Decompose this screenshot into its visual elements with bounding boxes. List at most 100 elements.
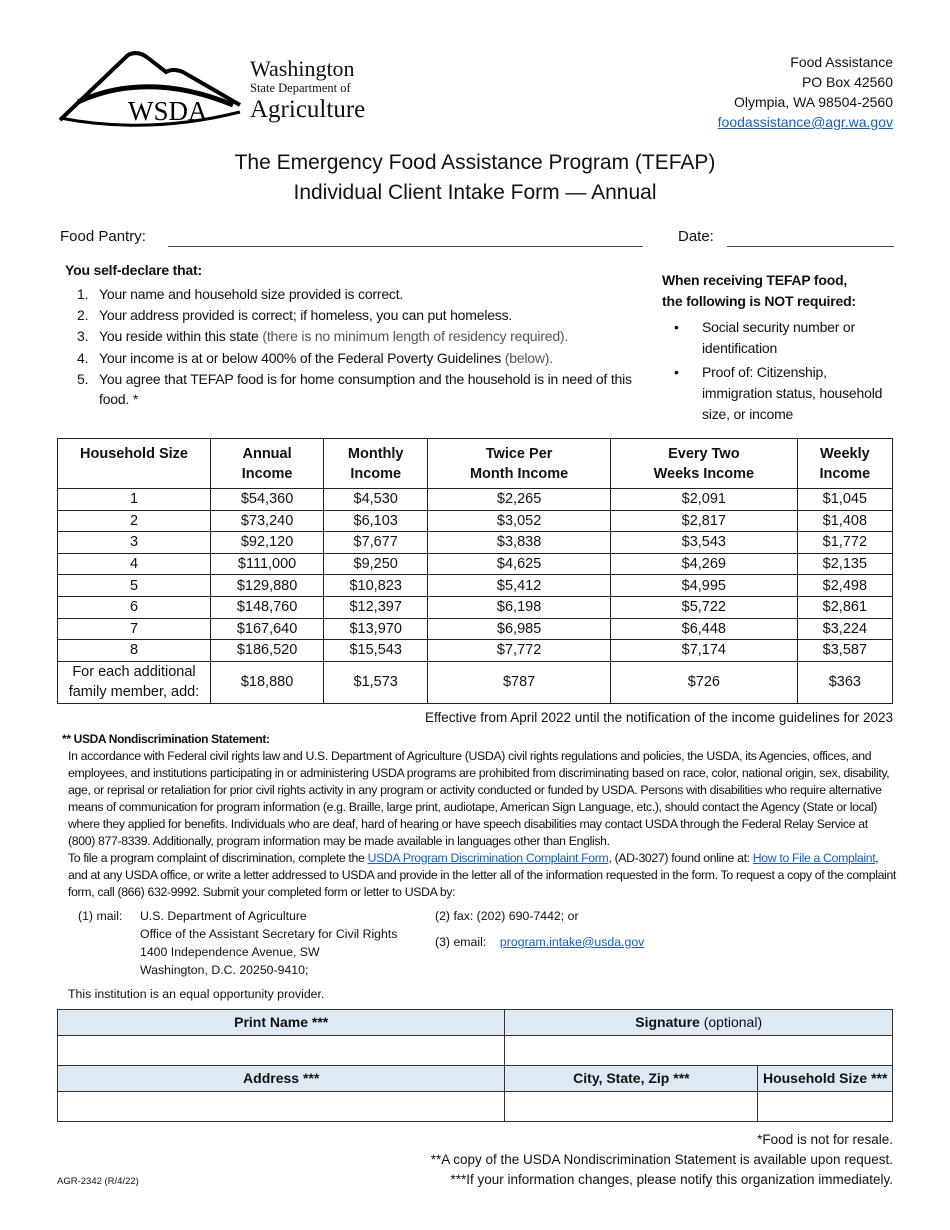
mail-line: Office of the Assistant Secretary for Ci…	[140, 926, 398, 941]
list-item: 5. You agree that TEFAP food is for home …	[77, 369, 645, 409]
print-name-field[interactable]	[56, 1034, 506, 1066]
item-text: You reside within this state	[99, 328, 259, 344]
table-row: 2 $73,240 $6,103 $3,052 $2,817 $1,408	[57, 509, 894, 533]
header-text: Income	[350, 465, 402, 482]
address-box: PO Box 42560	[801, 74, 893, 90]
column-header: Household Size	[57, 438, 211, 489]
header-fields: Food Pantry: Date:	[0, 224, 950, 250]
table-row: 8 $186,520 $15,543 $7,772 $7,174 $3,587	[57, 639, 894, 662]
table-cell: $12,397	[323, 595, 429, 619]
city-state-zip-field[interactable]	[504, 1090, 759, 1122]
header-text: Every Two	[668, 445, 740, 462]
nondiscrimination-paragraph: In accordance with Federal civil rights …	[68, 748, 890, 848]
list-item: • Proof of: Citizenship, immigration stat…	[662, 362, 900, 425]
list-item: 4. Your income is at or below 400% of the…	[77, 348, 645, 368]
table-cell: 7	[57, 617, 211, 641]
table-cell: $3,224	[796, 617, 894, 641]
column-header: Twice Per Month Income	[427, 438, 611, 489]
footnote: ***If your information changes, please n…	[450, 1171, 893, 1187]
table-cell: For each additional family member, add:	[57, 660, 211, 704]
table-cell: $92,120	[209, 531, 325, 554]
table-cell: $3,543	[609, 531, 798, 554]
text: To file a program complaint of discrimin…	[68, 850, 368, 865]
list-item: 2. Your address provided is correct; if h…	[77, 305, 645, 325]
table-cell: 5	[57, 574, 211, 597]
mail-line: Washington, D.C. 20250-9410;	[140, 962, 309, 977]
client-info-table: Print Name *** Signature (optional) Addre…	[56, 1008, 893, 1122]
address-email-link[interactable]: foodassistance@agr.wa.gov	[717, 114, 893, 130]
table-cell: $6,198	[427, 595, 611, 619]
table-cell: $2,861	[796, 595, 894, 619]
agency-address: Food Assistance PO Box 42560 Olympia, WA…	[718, 52, 893, 132]
table-cell: $148,760	[209, 595, 325, 619]
complaint-paragraph: To file a program complaint of discrimin…	[62, 850, 897, 901]
table-cell: $167,640	[209, 617, 325, 641]
address-field[interactable]	[56, 1090, 506, 1122]
header-text: Household Size	[80, 446, 188, 462]
table-cell: $6,448	[609, 617, 798, 641]
table-row: 1 $54,360 $4,530 $2,265 $2,091 $1,045	[57, 488, 894, 511]
table-cell: $15,543	[323, 639, 429, 662]
self-declare-section: You self-declare that: 1. Your name and h…	[65, 262, 645, 410]
table-cell: $1,573	[323, 660, 429, 704]
mail-address: (1) mail: U.S. Department of Agriculture…	[78, 907, 435, 979]
food-pantry-field[interactable]	[168, 246, 643, 247]
footer: *Food is not for resale. **A copy of the…	[0, 1130, 950, 1192]
logo-washington: Washington	[250, 56, 355, 81]
item-number: 5.	[77, 371, 89, 387]
not-required-heading: When receiving TEFAP food, the following …	[662, 270, 900, 312]
income-guidelines-table: Household Size Annual Income Monthly Income T…	[57, 438, 894, 704]
table-cell: $2,135	[796, 552, 894, 576]
bullet-icon: •	[674, 364, 679, 380]
how-to-file-link[interactable]: How to File a Complaint	[752, 850, 876, 865]
table-cell: $363	[796, 660, 894, 704]
footnote: **A copy of the USDA Nondiscrimination S…	[430, 1151, 893, 1167]
list-item: 1. Your name and household size provided …	[77, 284, 645, 304]
table-row: For each additional family member, add: $…	[57, 660, 894, 704]
table-cell: $7,772	[427, 639, 611, 662]
table-cell: $4,269	[609, 552, 798, 576]
page-title: The Emergency Food Assistance Program (T…	[0, 148, 950, 208]
submission-methods: (1) mail: U.S. Department of Agriculture…	[78, 907, 950, 979]
text: , (AD-3027) found online at:	[608, 850, 753, 865]
table-cell: $726	[609, 660, 798, 704]
table-cell: 2	[57, 509, 211, 533]
header-text: Monthly	[347, 445, 404, 462]
table-cell: 8	[57, 639, 211, 662]
title-line-2: Individual Client Intake Form — Annual	[293, 181, 657, 204]
complaint-form-link[interactable]: USDA Program Discrimination Complaint Fo…	[367, 850, 609, 865]
list-item: • Social security number or identificatio…	[662, 317, 900, 359]
signature-note: (optional)	[703, 1014, 763, 1031]
table-row: 3 $92,120 $7,677 $3,838 $3,543 $1,772	[57, 531, 894, 554]
table-cell: $1,408	[796, 509, 894, 533]
food-pantry-label: Food Pantry:	[60, 228, 146, 245]
footnote: *Food is not for resale.	[757, 1131, 893, 1147]
item-note: (there is no minimum length of residency…	[262, 328, 569, 344]
table-cell: $186,520	[209, 639, 325, 662]
column-header: Monthly Income	[323, 438, 429, 489]
table-cell: $5,722	[609, 595, 798, 619]
table-cell: $10,823	[323, 574, 429, 597]
header-text: Weekly	[819, 445, 870, 462]
title-line-1: The Emergency Food Assistance Program (T…	[234, 151, 716, 174]
header-text: Weeks Income	[653, 465, 755, 482]
table-cell: $129,880	[209, 574, 325, 597]
signature-field[interactable]	[504, 1034, 893, 1066]
household-size-header: Household Size ***	[757, 1064, 893, 1092]
usda-email-link[interactable]: program.intake@usda.gov	[499, 934, 645, 949]
date-field[interactable]	[727, 246, 894, 247]
table-row: 7 $167,640 $13,970 $6,985 $6,448 $3,224	[57, 617, 894, 641]
household-size-field[interactable]	[757, 1090, 893, 1122]
table-row: 5 $129,880 $10,823 $5,412 $4,995 $2,498	[57, 574, 894, 597]
table-cell: $6,985	[427, 617, 611, 641]
table-cell: $111,000	[209, 552, 325, 576]
item-note: (below).	[504, 350, 553, 366]
logo-state-dept: State Department of	[250, 81, 351, 95]
mountain-logo-icon: WSDA	[58, 51, 242, 127]
fax-text: (2) fax: (202) 690-7442; or	[435, 908, 579, 923]
table-cell: $4,995	[609, 574, 798, 597]
item-number: 2.	[77, 307, 89, 323]
table-cell: $7,677	[323, 531, 429, 554]
header-text: Month Income	[469, 465, 569, 482]
address-header: Address ***	[56, 1064, 506, 1092]
